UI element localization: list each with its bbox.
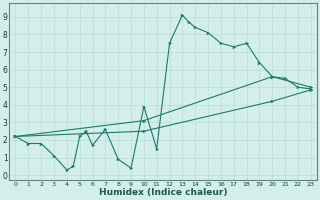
X-axis label: Humidex (Indice chaleur): Humidex (Indice chaleur): [99, 188, 228, 197]
